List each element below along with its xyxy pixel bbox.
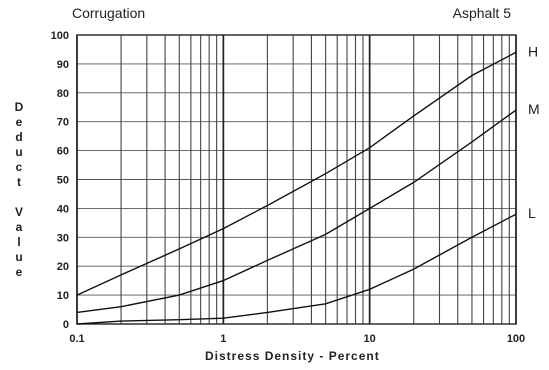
y-tick-label: 40 — [57, 203, 69, 215]
series-label-h: H — [528, 43, 538, 59]
y-tick-label: 20 — [57, 261, 69, 273]
y-tick-label: 10 — [57, 290, 69, 302]
y-tick-label: 90 — [57, 59, 69, 71]
x-tick-label: 1 — [220, 333, 226, 345]
y-tick-label: 100 — [51, 30, 69, 42]
series-line-h — [76, 51, 517, 296]
x-axis-label: Distress Density - Percent — [205, 349, 380, 363]
y-tick-label: 80 — [57, 88, 69, 100]
y-tick-label: 30 — [57, 232, 69, 244]
x-tick-label: 100 — [507, 333, 525, 345]
y-tick-label: 60 — [57, 146, 69, 158]
series-label-m: M — [528, 101, 540, 117]
plot-border — [76, 34, 517, 325]
x-tick-label: 10 — [364, 333, 376, 345]
y-tick-label: 0 — [63, 319, 69, 331]
chart-title-right: Asphalt 5 — [452, 5, 511, 21]
chart-title-left: Corrugation — [72, 5, 146, 21]
y-tick-label: 70 — [57, 117, 69, 129]
x-tick-label: 0.1 — [69, 333, 84, 345]
series-line-m — [76, 109, 517, 314]
series-label-l: L — [528, 205, 536, 221]
series-line-l — [76, 213, 517, 325]
y-tick-label: 50 — [57, 175, 69, 187]
